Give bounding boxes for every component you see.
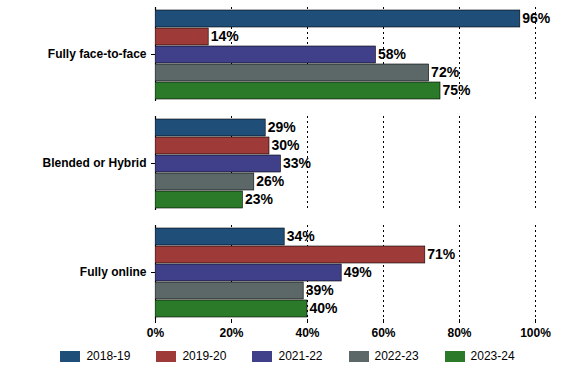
svg-text:30%: 30% <box>272 137 301 153</box>
html-text:2023-24: 2023-24 <box>470 349 515 363</box>
html-text:2021-22: 2021-22 <box>278 349 323 363</box>
svg-text:Fully online: Fully online <box>80 265 147 279</box>
svg-text:40%: 40% <box>295 326 319 340</box>
svg-text:49%: 49% <box>344 264 373 280</box>
html-text:2019-20: 2019-20 <box>182 349 227 363</box>
svg-text:60%: 60% <box>371 326 395 340</box>
svg-text:71%: 71% <box>427 246 456 262</box>
svg-text:100%: 100% <box>520 326 551 340</box>
html-text:2022-23: 2022-23 <box>374 349 419 363</box>
svg-text:Blended or Hybrid: Blended or Hybrid <box>42 156 146 170</box>
svg-text:39%: 39% <box>306 282 335 298</box>
svg-text:34%: 34% <box>287 228 316 244</box>
svg-text:0%: 0% <box>147 326 165 340</box>
svg-text:40%: 40% <box>310 300 339 316</box>
svg-text:29%: 29% <box>268 119 297 135</box>
svg-text:20%: 20% <box>219 326 243 340</box>
svg-text:14%: 14% <box>211 28 240 44</box>
svg-text:80%: 80% <box>447 326 471 340</box>
html-text:2018-19: 2018-19 <box>86 349 131 363</box>
svg-text:75%: 75% <box>443 82 472 98</box>
svg-text:Fully face-to-face: Fully face-to-face <box>48 47 147 61</box>
svg-text:58%: 58% <box>378 46 407 62</box>
svg-text:23%: 23% <box>245 191 274 207</box>
svg-text:26%: 26% <box>256 173 285 189</box>
svg-text:72%: 72% <box>431 64 460 80</box>
svg-text:33%: 33% <box>283 155 312 171</box>
svg-text:96%: 96% <box>522 10 551 26</box>
